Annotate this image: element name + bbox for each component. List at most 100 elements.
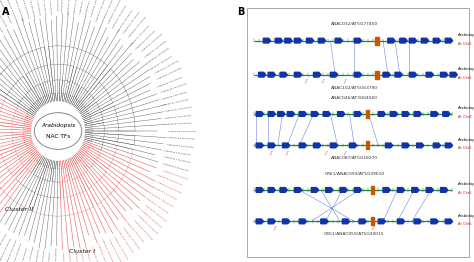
Text: AT0g00000 1 xyzANAC00: AT0g00000 1 xyzANAC00	[27, 246, 34, 262]
Text: //: //	[372, 226, 375, 231]
Text: NAC TFs: NAC TFs	[46, 134, 70, 139]
FancyArrow shape	[445, 219, 453, 224]
FancyArrow shape	[440, 72, 447, 77]
FancyArrow shape	[342, 219, 349, 224]
FancyArrow shape	[397, 188, 405, 192]
FancyArrow shape	[340, 188, 347, 192]
Text: AT0g00000 1 xyzANAC00: AT0g00000 1 xyzANAC00	[117, 10, 133, 34]
Text: AT0g00000 1 xyzANAC00: AT0g00000 1 xyzANAC00	[55, 248, 57, 262]
Text: AT0g00000 1 xyzANAC00: AT0g00000 1 xyzANAC00	[41, 250, 46, 262]
Text: AT0g00000 1 xyzANAC00: AT0g00000 1 xyzANAC00	[165, 106, 192, 112]
Text: AT0g00000 1 xyzANAC00: AT0g00000 1 xyzANAC00	[91, 245, 101, 262]
FancyArrow shape	[359, 219, 366, 224]
Text: AT0g00000 1 xyzANAC00: AT0g00000 1 xyzANAC00	[34, 249, 39, 262]
Text: B: B	[237, 7, 245, 17]
Text: AT0g00000 1 xyzANAC00: AT0g00000 1 xyzANAC00	[155, 60, 179, 74]
Text: AT0g00000 1 xyzANAC00: AT0g00000 1 xyzANAC00	[73, 249, 79, 262]
FancyArrow shape	[299, 143, 306, 148]
Text: A: A	[2, 7, 10, 17]
Bar	[366, 141, 369, 149]
FancyArrow shape	[426, 72, 433, 77]
FancyArrow shape	[335, 38, 342, 43]
Text: AT0g00000 1 xyzANAC00: AT0g00000 1 xyzANAC00	[73, 0, 79, 15]
Text: Arabidopsis: Arabidopsis	[458, 214, 474, 218]
Text: AT0g00000 1 xyzANAC00: AT0g00000 1 xyzANAC00	[117, 230, 133, 253]
Text: AT0g00000 1 xyzANAC00: AT0g00000 1 xyzANAC00	[135, 30, 155, 50]
FancyArrow shape	[431, 219, 438, 224]
Text: //: //	[343, 79, 346, 84]
Text: Arabidopsis: Arabidopsis	[458, 138, 474, 142]
Text: Arabidopsis: Arabidopsis	[41, 123, 75, 128]
FancyArrow shape	[445, 143, 453, 148]
Text: AT0g00000 1 xyzANAC00: AT0g00000 1 xyzANAC00	[147, 47, 170, 64]
Text: AT0g00000 1 xyzANAC00: AT0g00000 1 xyzANAC00	[162, 99, 189, 106]
Text: AT0g00000 1 xyzANAC00: AT0g00000 1 xyzANAC00	[113, 236, 128, 260]
FancyArrow shape	[326, 188, 333, 192]
Text: AT0g00000 1 xyzANAC00: AT0g00000 1 xyzANAC00	[96, 0, 107, 22]
Text: AT0g00000 1 xyzANAC00: AT0g00000 1 xyzANAC00	[163, 156, 190, 163]
Text: Cluster I: Cluster I	[69, 249, 95, 254]
Text: //: //	[286, 151, 289, 156]
Text: CRE1/ANAC093/AT5G39610: CRE1/ANAC093/AT5G39610	[324, 172, 384, 176]
Text: At Chr3: At Chr3	[458, 115, 472, 119]
Bar	[371, 217, 374, 225]
FancyArrow shape	[268, 112, 275, 116]
Text: Arabidopsis: Arabidopsis	[458, 33, 474, 37]
FancyArrow shape	[256, 188, 264, 192]
FancyArrow shape	[314, 72, 321, 77]
Text: AT0g00000 1 xyzANAC00: AT0g00000 1 xyzANAC00	[122, 227, 140, 249]
FancyArrow shape	[400, 38, 407, 43]
FancyArrow shape	[278, 112, 285, 116]
Text: AT0g00000 1 xyzANAC00: AT0g00000 1 xyzANAC00	[157, 68, 182, 80]
FancyArrow shape	[294, 72, 301, 77]
FancyArrow shape	[323, 112, 330, 116]
Text: ANAC102/AT5G63790: ANAC102/AT5G63790	[331, 86, 378, 90]
FancyArrow shape	[321, 219, 328, 224]
Text: AT0g00000 1 xyzANAC00: AT0g00000 1 xyzANAC00	[67, 0, 72, 15]
FancyArrow shape	[275, 38, 283, 43]
Text: AT0g00000 1 xyzANAC00: AT0g00000 1 xyzANAC00	[126, 220, 144, 242]
Text: AT0g00000 1 xyzANAC00: AT0g00000 1 xyzANAC00	[156, 174, 182, 185]
FancyArrow shape	[414, 112, 421, 116]
FancyArrow shape	[431, 112, 438, 116]
FancyArrow shape	[402, 143, 410, 148]
Bar	[375, 71, 379, 79]
Text: AT0g00000 1 xyzANAC00: AT0g00000 1 xyzANAC00	[140, 209, 162, 227]
FancyArrow shape	[330, 72, 337, 77]
FancyArrow shape	[388, 38, 395, 43]
Text: ANAC032/AT5G77450: ANAC032/AT5G77450	[331, 22, 378, 26]
Text: AT0g00000 1 xyzANAC00: AT0g00000 1 xyzANAC00	[0, 231, 1, 255]
Text: AT0g00000 1 xyzANAC00: AT0g00000 1 xyzANAC00	[163, 150, 190, 155]
Text: AT0g00000 1 xyzANAC00: AT0g00000 1 xyzANAC00	[5, 0, 17, 21]
Text: Arabidopsis: Arabidopsis	[458, 67, 474, 71]
Text: AT0g00000 1 xyzANAC00: AT0g00000 1 xyzANAC00	[68, 252, 72, 262]
Text: AT0g00000 1 xyzANAC00: AT0g00000 1 xyzANAC00	[112, 5, 127, 29]
Text: AT0g00000 1 xyzANAC00: AT0g00000 1 xyzANAC00	[123, 12, 141, 34]
FancyArrow shape	[354, 112, 362, 116]
Text: AT0g00000 1 xyzANAC00: AT0g00000 1 xyzANAC00	[80, 0, 86, 14]
FancyArrow shape	[390, 112, 397, 116]
FancyArrow shape	[337, 112, 345, 116]
Text: Arabidopsis: Arabidopsis	[458, 106, 474, 110]
FancyArrow shape	[410, 38, 417, 43]
Text: AT0g00000 1 xyzANAC00: AT0g00000 1 xyzANAC00	[166, 144, 193, 148]
Bar	[371, 186, 374, 194]
Text: AT0g00000 1 xyzANAC00: AT0g00000 1 xyzANAC00	[0, 234, 7, 258]
Text: AT0g00000 1 xyzANAC00: AT0g00000 1 xyzANAC00	[130, 25, 150, 46]
Text: At Chr5: At Chr5	[458, 222, 472, 226]
FancyArrow shape	[378, 112, 385, 116]
FancyArrow shape	[354, 38, 362, 43]
Text: AT0g00000 1 xyzANAC00: AT0g00000 1 xyzANAC00	[85, 0, 94, 14]
FancyArrow shape	[314, 143, 321, 148]
FancyArrow shape	[311, 112, 319, 116]
FancyArrow shape	[395, 72, 402, 77]
FancyArrow shape	[319, 38, 326, 43]
Text: Arabidopsis: Arabidopsis	[458, 182, 474, 186]
Text: AT0g00000 1 xyzANAC00: AT0g00000 1 xyzANAC00	[164, 114, 191, 119]
FancyArrow shape	[294, 38, 301, 43]
Text: AT0g00000 1 xyzANAC00: AT0g00000 1 xyzANAC00	[34, 0, 40, 14]
Text: AT0g00000 1 xyzANAC00: AT0g00000 1 xyzANAC00	[85, 247, 93, 262]
Text: AT0g00000 1 xyzANAC00: AT0g00000 1 xyzANAC00	[79, 247, 86, 262]
Text: AT0g00000 1 xyzANAC00: AT0g00000 1 xyzANAC00	[162, 162, 188, 171]
Text: AT0g00000 1 xyzANAC00: AT0g00000 1 xyzANAC00	[149, 192, 173, 207]
